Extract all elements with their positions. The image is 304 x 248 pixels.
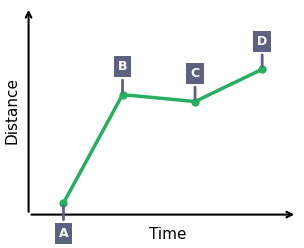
Point (120, 93, 125, 97)
Text: Distance: Distance (5, 77, 20, 144)
Text: A: A (59, 206, 68, 240)
Text: B: B (118, 61, 127, 92)
Text: Time: Time (150, 227, 187, 242)
Point (193, 99, 198, 103)
Point (61, 201, 66, 205)
Point (260, 67, 264, 71)
Text: C: C (191, 67, 200, 99)
Text: D: D (257, 35, 267, 66)
